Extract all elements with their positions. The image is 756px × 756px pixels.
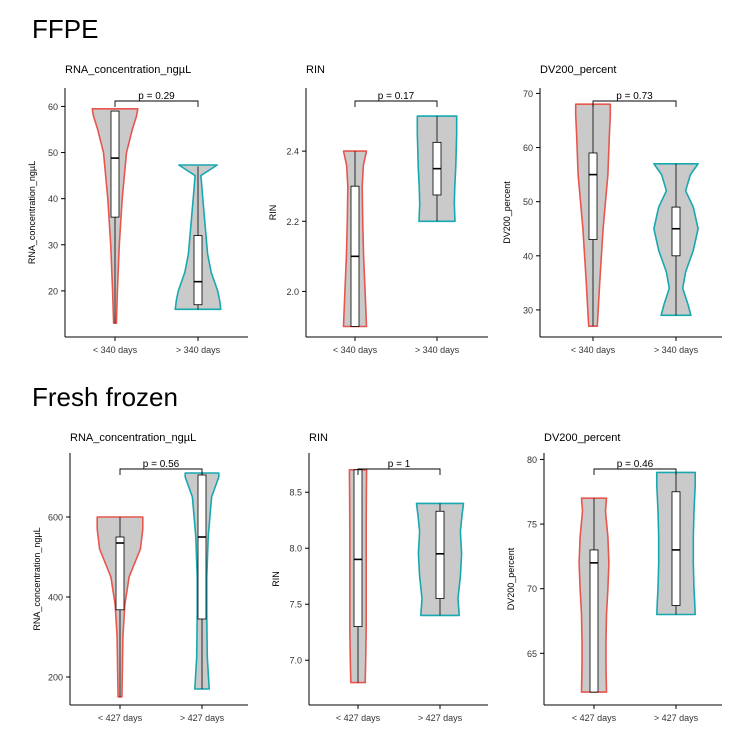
- panel-1-2: DV200_percent DV200_percent 65 70 75 80 < 427 …: [506, 432, 722, 723]
- p-value-label: p = 0.46: [617, 459, 654, 470]
- p-value-label: p = 0.73: [616, 91, 653, 102]
- box-0: [110, 110, 120, 218]
- y-tick-label: 400: [48, 593, 63, 603]
- x-tick-label: > 427 days: [654, 713, 699, 723]
- y-tick-label: 65: [527, 649, 537, 659]
- y-axis-label: DV200_percent: [506, 547, 516, 610]
- p-value-bracket: [592, 100, 677, 107]
- y-tick-label: 80: [527, 455, 537, 465]
- y-tick-label: 50: [523, 197, 533, 207]
- panel-title: DV200_percent: [540, 64, 616, 76]
- y-tick-label: 8.5: [289, 488, 302, 498]
- box-1: [197, 474, 207, 620]
- y-tick-label: 40: [48, 194, 58, 204]
- x-tick-label: > 427 days: [180, 713, 225, 723]
- y-tick-label: 40: [523, 251, 533, 261]
- panel-title: RIN: [309, 432, 328, 444]
- panel-title: RNA_concentration_ngµL: [65, 64, 191, 76]
- y-tick-label: 75: [527, 520, 537, 530]
- box-0: [353, 469, 363, 627]
- y-tick-label: 2.4: [286, 147, 299, 157]
- x-tick-label: > 340 days: [654, 345, 699, 355]
- x-tick-label: < 340 days: [333, 345, 378, 355]
- box-0: [115, 536, 125, 611]
- p-value-bracket: [119, 468, 203, 475]
- x-tick-label: < 427 days: [572, 713, 617, 723]
- y-tick-label: 2.2: [286, 217, 299, 227]
- y-axis-label: RIN: [271, 571, 281, 587]
- y-axis-label: RIN: [268, 205, 278, 221]
- box-1: [671, 491, 681, 606]
- box-0: [588, 152, 598, 240]
- panel-0-1: RIN RIN 2.0 2.2 2.4 < 340 days > 340 days p = 0…: [268, 64, 488, 355]
- y-axis-label: RNA_concentration_ngµL: [32, 527, 42, 630]
- y-tick-label: 70: [527, 584, 537, 594]
- box-1: [671, 206, 681, 257]
- y-tick-label: 7.0: [289, 656, 302, 666]
- panel-0-2: DV200_percent DV200_percent 30 40 50 60 70 < 34…: [502, 64, 722, 355]
- p-value-label: p = 1: [388, 459, 411, 470]
- p-value-label: p = 0.17: [378, 91, 415, 102]
- panel-title: RIN: [306, 64, 325, 76]
- box-1: [193, 235, 203, 306]
- y-tick-label: 30: [523, 305, 533, 315]
- x-tick-label: > 340 days: [176, 345, 221, 355]
- panel-0-0: RNA_concentration_ngµL RNA_concentration_…: [27, 64, 248, 355]
- y-tick-label: 70: [523, 89, 533, 99]
- p-value-bracket: [114, 100, 199, 107]
- panel-title: RNA_concentration_ngµL: [70, 432, 196, 444]
- section-title-fresh-frozen: Fresh frozen: [32, 382, 178, 412]
- p-value-bracket: [354, 100, 438, 107]
- y-tick-label: 600: [48, 513, 63, 523]
- p-value-bracket: [357, 468, 441, 475]
- y-tick-label: 30: [48, 240, 58, 250]
- panel-title: DV200_percent: [544, 432, 620, 444]
- x-tick-label: < 340 days: [93, 345, 138, 355]
- y-tick-label: 8.0: [289, 544, 302, 554]
- y-axis-label: RNA_concentration_ngµL: [27, 161, 37, 264]
- box-1: [435, 510, 445, 599]
- x-tick-label: > 427 days: [418, 713, 463, 723]
- y-tick-label: 20: [48, 286, 58, 296]
- panel-1-0: RNA_concentration_ngµL RNA_concentration_…: [32, 432, 248, 723]
- y-tick-label: 2.0: [286, 287, 299, 297]
- y-tick-label: 50: [48, 148, 58, 158]
- panel-1-1: RIN RIN 7.0 7.5 8.0 8.5 < 427 days > 427 days p …: [271, 432, 488, 723]
- x-tick-label: < 427 days: [98, 713, 143, 723]
- box-0: [589, 549, 599, 693]
- y-tick-label: 200: [48, 673, 63, 683]
- y-tick-label: 7.5: [289, 600, 302, 610]
- p-value-label: p = 0.56: [143, 459, 180, 470]
- p-value-label: p = 0.29: [138, 91, 175, 102]
- y-tick-label: 60: [523, 143, 533, 153]
- x-tick-label: < 340 days: [571, 345, 616, 355]
- section-title-ffpe: FFPE: [32, 14, 99, 44]
- x-tick-label: > 340 days: [415, 345, 460, 355]
- y-tick-label: 60: [48, 102, 58, 112]
- p-value-bracket: [593, 468, 677, 475]
- y-axis-label: DV200_percent: [502, 181, 512, 244]
- x-tick-label: < 427 days: [336, 713, 381, 723]
